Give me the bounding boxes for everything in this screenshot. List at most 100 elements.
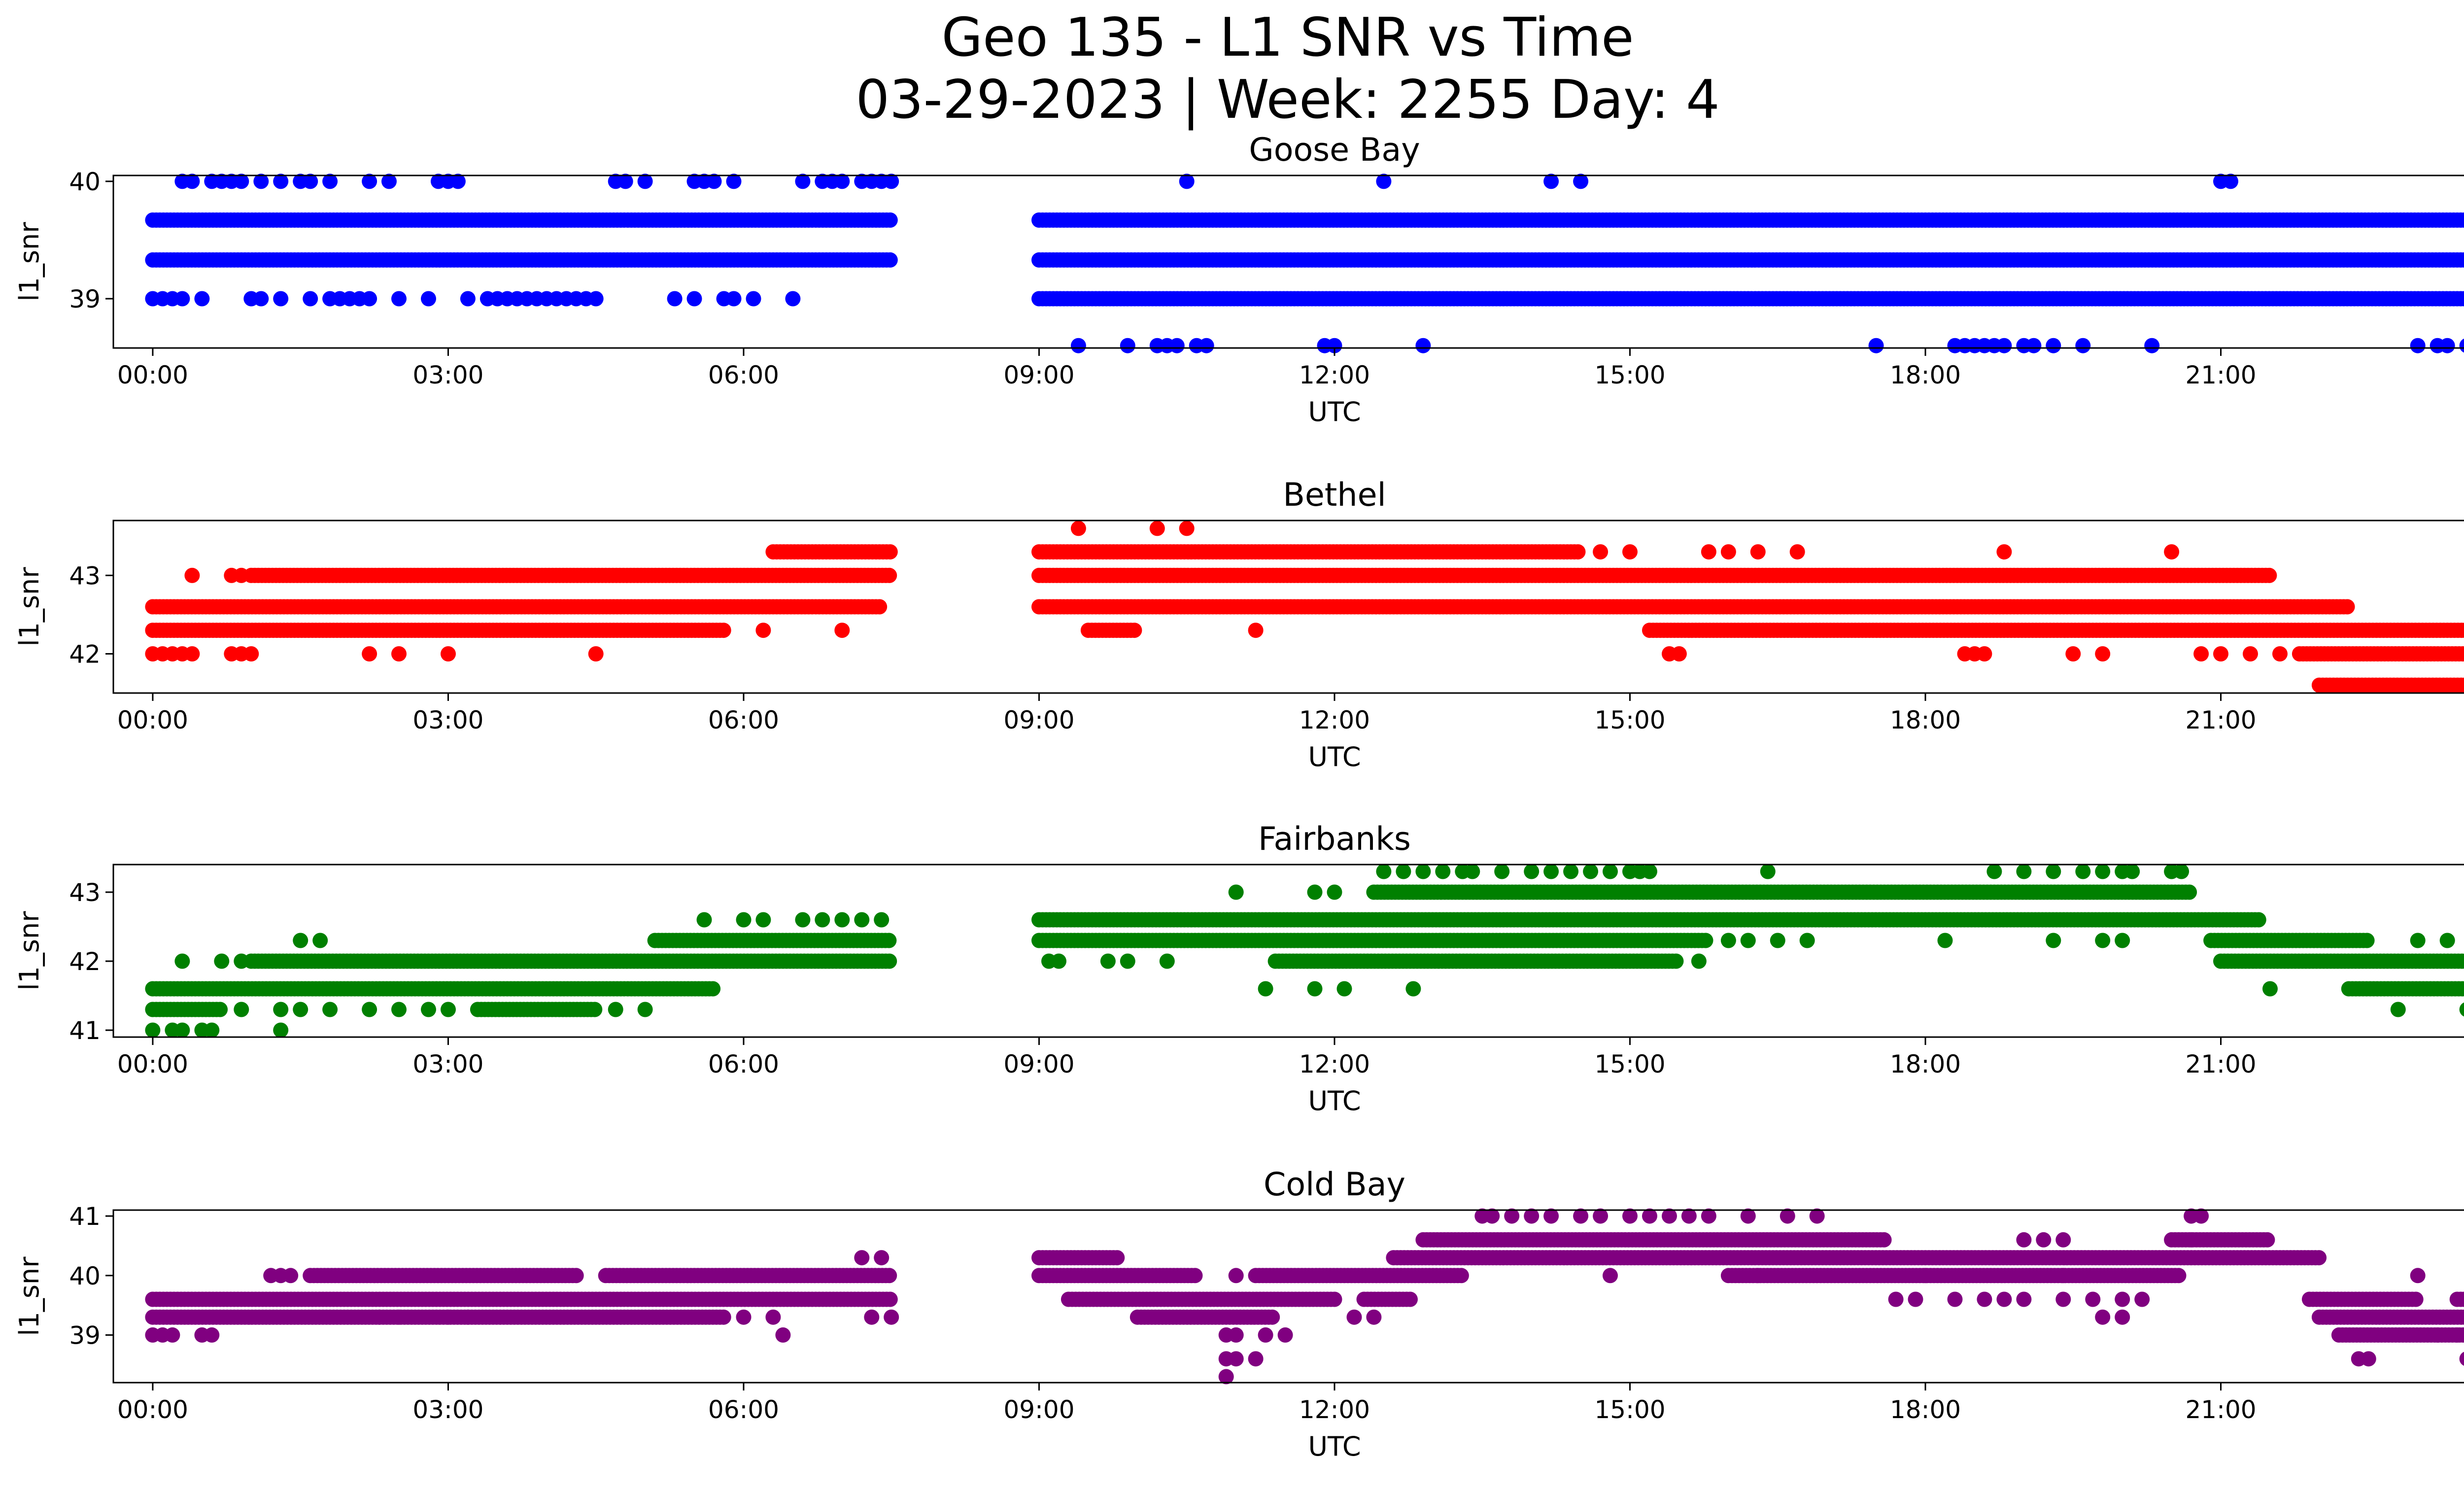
x-tick-label: 21:00 (2186, 361, 2257, 389)
data-point (2339, 599, 2355, 615)
data-point (882, 544, 898, 560)
data-point (1327, 338, 1342, 353)
data-point (882, 212, 898, 228)
data-point (884, 174, 899, 189)
data-point (1376, 174, 1392, 189)
y-axis-label: l1_snr (14, 567, 45, 647)
data-point (234, 174, 249, 189)
data-point (391, 646, 407, 661)
data-points (145, 521, 2464, 693)
data-point (273, 174, 289, 189)
data-point (1070, 521, 1086, 536)
data-point (2026, 338, 2042, 353)
data-point (2193, 646, 2209, 661)
x-tick-label: 18:00 (1890, 706, 1961, 734)
data-point (2460, 292, 2464, 306)
figure-title: Geo 135 - L1 SNR vs Time 03-29-2023 | We… (0, 7, 2464, 131)
data-point (194, 291, 210, 307)
data-point (2251, 912, 2266, 928)
subplot-title: Fairbanks (1258, 821, 1411, 858)
data-point (2213, 646, 2228, 661)
data-point (1570, 544, 1586, 560)
data-point (785, 291, 801, 307)
data-point (2144, 338, 2160, 353)
x-tick-label: 18:00 (1890, 361, 1961, 389)
data-point (1671, 646, 1687, 661)
x-tick-label: 03:00 (412, 361, 483, 389)
data-point (1149, 521, 1165, 536)
data-point (450, 174, 466, 189)
data-point (1996, 544, 2012, 560)
x-tick-label: 15:00 (1594, 706, 1665, 734)
x-tick-label: 06:00 (708, 706, 779, 734)
data-point (617, 174, 633, 189)
data-point (1070, 338, 1086, 353)
data-point (243, 646, 259, 661)
data-point (1543, 174, 1559, 189)
data-point (322, 174, 338, 189)
data-point (746, 291, 761, 307)
data-point (2243, 646, 2258, 661)
data-point (2223, 174, 2238, 189)
data-point (2359, 933, 2375, 948)
data-point (2075, 338, 2091, 353)
data-point (882, 567, 897, 583)
data-point (1701, 544, 1716, 560)
data-point (834, 623, 850, 638)
data-point (362, 291, 377, 307)
data-point (795, 174, 811, 189)
y-tick-label: 42 (69, 640, 101, 668)
data-point (1415, 338, 1431, 353)
data-point (1996, 338, 2012, 353)
data-point (1248, 623, 1264, 638)
data-point (726, 291, 742, 307)
y-tick-label: 39 (69, 285, 101, 313)
data-point (882, 953, 897, 969)
data-point (362, 174, 377, 189)
x-tick-label: 15:00 (1594, 361, 1665, 389)
data-point (174, 291, 190, 307)
y-tick-label: 40 (69, 168, 101, 196)
data-point (2046, 338, 2061, 353)
data-point (2182, 884, 2197, 900)
x-axis-label: UTC (1308, 741, 1361, 772)
x-tick-label: 09:00 (1003, 706, 1074, 734)
data-point (1622, 544, 1638, 560)
data-point (1179, 521, 1195, 536)
data-point (303, 291, 318, 307)
data-point (716, 623, 731, 638)
data-point (881, 933, 897, 948)
x-tick-label: 03:00 (412, 706, 483, 734)
data-point (588, 646, 604, 661)
data-point (2065, 646, 2081, 661)
subplot-title: Bethel (1283, 477, 1386, 514)
y-tick-label: 43 (69, 561, 101, 590)
data-point (1977, 646, 1992, 661)
data-point (1750, 544, 1766, 560)
x-tick-label: 09:00 (1003, 361, 1074, 389)
data-point (2460, 253, 2464, 267)
data-point (637, 174, 653, 189)
data-point (234, 567, 249, 583)
data-point (1573, 174, 1589, 189)
figure-title-line2: 03-29-2023 | Week: 2255 Day: 4 (856, 69, 1720, 131)
data-point (273, 291, 289, 307)
data-point (1698, 933, 1713, 948)
data-point (588, 291, 604, 307)
data-point (706, 174, 722, 189)
data-point (2459, 338, 2464, 353)
data-point (362, 646, 377, 661)
data-point (2460, 213, 2464, 227)
x-tick-label: 06:00 (708, 361, 779, 389)
data-point (1127, 623, 1142, 638)
data-point (667, 291, 683, 307)
data-point (2261, 567, 2277, 583)
subplot-title: Goose Bay (1249, 132, 1420, 169)
figure-title-line1: Geo 135 - L1 SNR vs Time (941, 7, 1634, 69)
data-point (2164, 544, 2180, 560)
data-point (1198, 338, 1214, 353)
